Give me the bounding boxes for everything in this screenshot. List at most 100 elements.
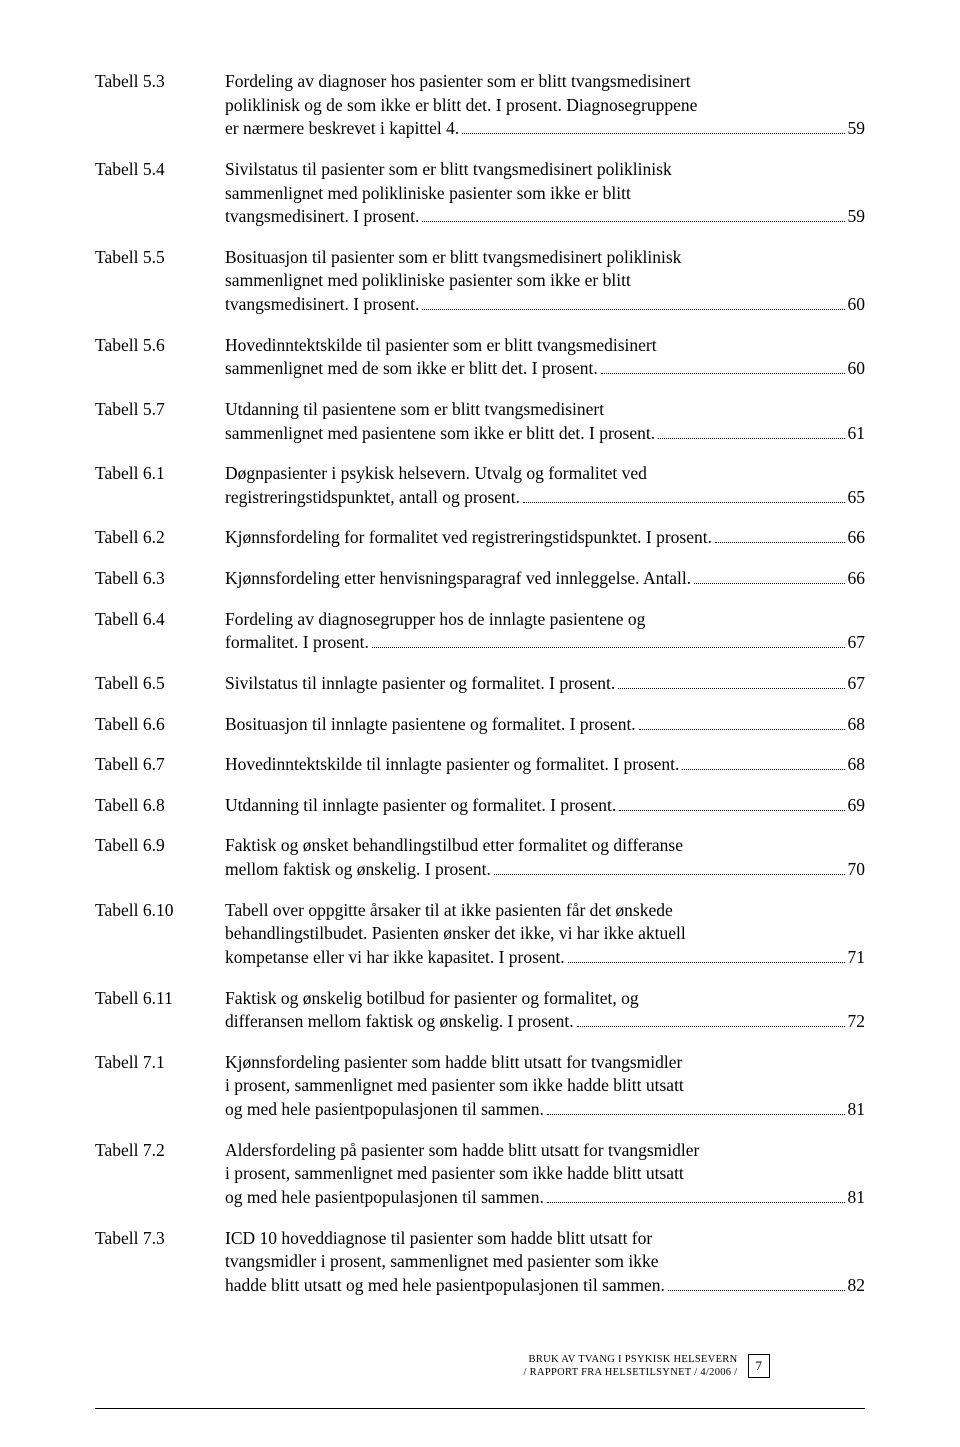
toc-line: Faktisk og ønskelig botilbud for pasient… — [225, 987, 865, 1011]
toc-content: Hovedinntektskilde til innlagte pasiente… — [225, 753, 865, 777]
toc-label: Tabell 6.4 — [95, 608, 225, 655]
toc-label: Tabell 5.7 — [95, 398, 225, 445]
page-number: 7 — [748, 1354, 771, 1378]
toc-page-number: 66 — [848, 567, 866, 591]
toc-leader-dots — [682, 769, 844, 770]
toc-label: Tabell 7.3 — [95, 1227, 225, 1298]
toc-content: Sivilstatus til innlagte pasienter og fo… — [225, 672, 865, 696]
toc-text: tvangsmedisinert. I prosent. — [225, 205, 419, 229]
toc-line: ICD 10 hoveddiagnose til pasienter som h… — [225, 1227, 865, 1251]
toc-line: tvangsmidler i prosent, sammenlignet med… — [225, 1250, 865, 1274]
toc-line: i prosent, sammenlignet med pasienter so… — [225, 1162, 865, 1186]
toc-text: Faktisk og ønsket behandlingstilbud ette… — [225, 834, 683, 858]
toc-leader-dots — [494, 874, 845, 875]
toc-leader-dots — [639, 729, 845, 730]
toc-line: er nærmere beskrevet i kapittel 4. 59 — [225, 117, 865, 141]
toc-line: mellom faktisk og ønskelig. I prosent. 7… — [225, 858, 865, 882]
toc-content: Fordeling av diagnoser hos pasienter som… — [225, 70, 865, 141]
toc-text: poliklinisk og de som ikke er blitt det.… — [225, 94, 697, 118]
page-footer: BRUK AV TVANG I PSYKISK HELSEVERN / RAPP… — [95, 1408, 865, 1413]
toc-label: Tabell 7.1 — [95, 1051, 225, 1122]
toc-text: Tabell over oppgitte årsaker til at ikke… — [225, 899, 673, 923]
toc-page-number: 65 — [848, 486, 866, 510]
toc-page-number: 71 — [848, 946, 866, 970]
toc-entry: Tabell 6.7Hovedinntektskilde til innlagt… — [95, 753, 865, 777]
toc-content: Kjønnsfordeling etter henvisningsparagra… — [225, 567, 865, 591]
toc-entry: Tabell 6.9Faktisk og ønsket behandlingst… — [95, 834, 865, 881]
footer-title: BRUK AV TVANG I PSYKISK HELSEVERN — [524, 1353, 738, 1366]
toc-page-number: 61 — [848, 422, 866, 446]
toc-label: Tabell 6.10 — [95, 899, 225, 970]
toc-label: Tabell 6.5 — [95, 672, 225, 696]
toc-text: Aldersfordeling på pasienter som hadde b… — [225, 1139, 699, 1163]
toc-entry: Tabell 6.1Døgnpasienter i psykisk helsev… — [95, 462, 865, 509]
toc-content: Utdanning til pasientene som er blitt tv… — [225, 398, 865, 445]
toc-content: Aldersfordeling på pasienter som hadde b… — [225, 1139, 865, 1210]
toc-line: Kjønnsfordeling for formalitet ved regis… — [225, 526, 865, 550]
toc-text: sammenlignet med de som ikke er blitt de… — [225, 357, 598, 381]
toc-text: Bosituasjon til pasienter som er blitt t… — [225, 246, 681, 270]
toc-leader-dots — [462, 133, 844, 134]
toc-page-number: 81 — [848, 1186, 866, 1210]
toc-label: Tabell 6.1 — [95, 462, 225, 509]
toc-page-number: 59 — [848, 117, 866, 141]
toc-line: Fordeling av diagnosegrupper hos de innl… — [225, 608, 865, 632]
toc-leader-dots — [658, 438, 844, 439]
toc-content: Bosituasjon til innlagte pasientene og f… — [225, 713, 865, 737]
toc-line: tvangsmedisinert. I prosent. 59 — [225, 205, 865, 229]
toc-page-number: 59 — [848, 205, 866, 229]
toc-leader-dots — [601, 373, 845, 374]
toc-text: og med hele pasientpopulasjonen til samm… — [225, 1186, 544, 1210]
toc-text: formalitet. I prosent. — [225, 631, 369, 655]
toc-line: tvangsmedisinert. I prosent. 60 — [225, 293, 865, 317]
toc-line: hadde blitt utsatt og med hele pasientpo… — [225, 1274, 865, 1298]
toc-line: Hovedinntektskilde til pasienter som er … — [225, 334, 865, 358]
toc-leader-dots — [422, 221, 844, 222]
toc-text: Utdanning til innlagte pasienter og form… — [225, 794, 616, 818]
toc-label: Tabell 5.4 — [95, 158, 225, 229]
toc-text: tvangsmedisinert. I prosent. — [225, 293, 419, 317]
toc-text: Kjønnsfordeling for formalitet ved regis… — [225, 526, 712, 550]
toc-entry: Tabell 5.4Sivilstatus til pasienter som … — [95, 158, 865, 229]
toc-line: Sivilstatus til innlagte pasienter og fo… — [225, 672, 865, 696]
toc-line: registreringstidspunktet, antall og pros… — [225, 486, 865, 510]
toc-line: Kjønnsfordeling pasienter som hadde blit… — [225, 1051, 865, 1075]
toc-text: kompetanse eller vi har ikke kapasitet. … — [225, 946, 565, 970]
toc-line: kompetanse eller vi har ikke kapasitet. … — [225, 946, 865, 970]
toc-text: Kjønnsfordeling etter henvisningsparagra… — [225, 567, 691, 591]
toc-content: Bosituasjon til pasienter som er blitt t… — [225, 246, 865, 317]
toc-text: ICD 10 hoveddiagnose til pasienter som h… — [225, 1227, 652, 1251]
toc-page-number: 70 — [848, 858, 866, 882]
toc-text: behandlingstilbudet. Pasienten ønsker de… — [225, 922, 686, 946]
toc-content: Kjønnsfordeling pasienter som hadde blit… — [225, 1051, 865, 1122]
toc-leader-dots — [422, 309, 844, 310]
toc-page-number: 82 — [848, 1274, 866, 1298]
toc-entry: Tabell 6.8Utdanning til innlagte pasient… — [95, 794, 865, 818]
toc-page-number: 68 — [848, 753, 866, 777]
toc-text: Faktisk og ønskelig botilbud for pasient… — [225, 987, 639, 1011]
toc-entry: Tabell 7.3ICD 10 hoveddiagnose til pasie… — [95, 1227, 865, 1298]
toc-text: hadde blitt utsatt og med hele pasientpo… — [225, 1274, 665, 1298]
toc-line: sammenlignet med polikliniske pasienter … — [225, 182, 865, 206]
toc-entry: Tabell 5.6Hovedinntektskilde til pasient… — [95, 334, 865, 381]
toc-line: formalitet. I prosent. 67 — [225, 631, 865, 655]
toc-content: Hovedinntektskilde til pasienter som er … — [225, 334, 865, 381]
toc-text: tvangsmidler i prosent, sammenlignet med… — [225, 1250, 659, 1274]
toc-text: sammenlignet med polikliniske pasienter … — [225, 269, 631, 293]
table-of-contents: Tabell 5.3Fordeling av diagnoser hos pas… — [95, 70, 865, 1297]
toc-entry: Tabell 6.3Kjønnsfordeling etter henvisni… — [95, 567, 865, 591]
footer-subtitle: / RAPPORT FRA HELSETILSYNET / 4/2006 / — [524, 1366, 738, 1379]
toc-leader-dots — [372, 647, 845, 648]
toc-text: differansen mellom faktisk og ønskelig. … — [225, 1010, 574, 1034]
toc-entry: Tabell 5.3Fordeling av diagnoser hos pas… — [95, 70, 865, 141]
toc-page-number: 60 — [848, 293, 866, 317]
toc-entry: Tabell 6.11Faktisk og ønskelig botilbud … — [95, 987, 865, 1034]
toc-page-number: 67 — [848, 672, 866, 696]
toc-entry: Tabell 6.2Kjønnsfordeling for formalitet… — [95, 526, 865, 550]
toc-content: Kjønnsfordeling for formalitet ved regis… — [225, 526, 865, 550]
toc-text: Fordeling av diagnosegrupper hos de innl… — [225, 608, 645, 632]
toc-line: i prosent, sammenlignet med pasienter so… — [225, 1074, 865, 1098]
toc-line: Faktisk og ønsket behandlingstilbud ette… — [225, 834, 865, 858]
toc-label: Tabell 6.6 — [95, 713, 225, 737]
toc-label: Tabell 6.7 — [95, 753, 225, 777]
